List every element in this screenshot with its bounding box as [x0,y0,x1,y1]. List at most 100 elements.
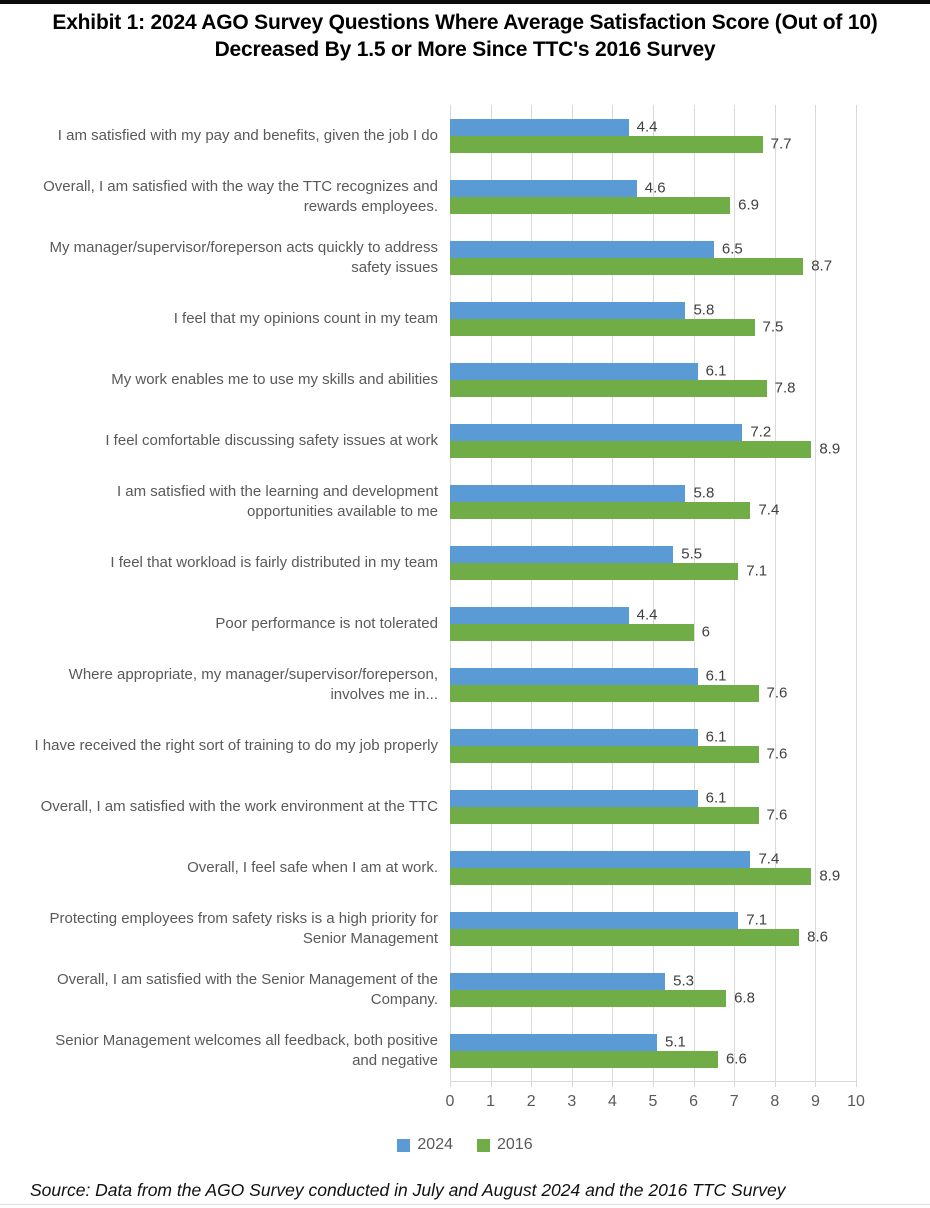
plot-cell: 6.1 7.6 [450,715,856,776]
category-label: I feel that workload is fairly distribut… [110,553,438,571]
bar-2016: 7.1 [450,562,767,580]
value-label-2024: 7.4 [758,850,780,868]
category-label: My manager/supervisor/foreperson acts qu… [49,238,438,276]
category-label: Protecting employees from safety risks i… [49,909,438,947]
x-tick-label: 4 [607,1093,617,1110]
value-label-2016: 7.6 [766,684,788,702]
x-tick-label: 2 [526,1093,536,1110]
value-label-2024: 5.8 [693,301,715,319]
bar-2024: 5.3 [450,972,694,990]
chart-row: I am satisfied with the learning and dev… [30,471,900,532]
chart-row: I feel that my opinions count in my team… [30,288,900,349]
value-label-2024: 6.1 [705,728,727,746]
gridline [571,105,573,1087]
bar-2016: 7.8 [450,379,796,397]
value-label-2016: 8.9 [819,867,841,885]
plot-cell: 5.8 7.5 [450,288,856,349]
value-label-2024: 4.4 [636,606,658,624]
bar-2024: 4.6 [450,179,666,197]
chart-row: My work enables me to use my skills and … [30,349,900,410]
plot-cell: 7.2 8.9 [450,410,856,471]
legend-swatch-2024-icon [397,1138,411,1152]
category-label: Senior Management welcomes all feedback,… [55,1031,438,1069]
bar-2024: 5.8 [450,301,714,319]
legend-item-2024: 2024 [397,1136,453,1154]
category-label: I have received the right sort of traini… [34,736,438,754]
x-tick-label: 5 [648,1093,658,1110]
chart-row: Protecting employees from safety risks i… [30,898,900,959]
value-label-2024: 5.1 [665,1033,686,1051]
chart-row: Overall, I am satisfied with the work en… [30,776,900,837]
bar-2024: 6.1 [450,667,727,685]
value-label-2016: 6.6 [725,1050,747,1068]
legend-label-2016: 2016 [497,1136,533,1153]
x-axis-line [450,1081,856,1082]
value-label-2016: 7.8 [774,379,796,397]
bar-2016: 6.6 [450,1050,747,1068]
bar-2016: 7.5 [450,318,783,336]
value-label-2016: 8.7 [811,257,833,275]
x-tick-label: 10 [847,1093,865,1110]
value-label-2024: 5.5 [681,545,703,563]
value-label-2024: 7.2 [750,423,772,441]
bar-2024: 7.4 [450,850,779,868]
category-label: I feel that my opinions count in my team [173,309,438,327]
value-label-2016: 7.6 [766,745,788,763]
category-label: I am satisfied with my pay and benefits,… [57,126,438,144]
value-label-2016: 7.4 [758,501,780,519]
legend-label-2024: 2024 [417,1136,453,1153]
x-tick-label: 0 [445,1093,455,1110]
category-label: Where appropriate, my manager/supervisor… [68,665,438,703]
value-label-2024: 6.1 [705,362,727,380]
bar-2024: 6.1 [450,362,727,380]
gridline [774,105,776,1087]
value-label-2016: 6.8 [734,989,755,1007]
category-label: My work enables me to use my skills and … [111,370,438,388]
category-label: Overall, I am satisfied with the Senior … [56,970,438,1008]
value-label-2016: 7.1 [746,562,768,580]
value-label-2016: 7.7 [770,135,792,153]
gridline [693,105,695,1087]
x-tick-label: 9 [810,1093,820,1110]
bottom-border-line [0,1204,930,1205]
bar-2016: 6 [450,623,710,641]
plot-cell: 4.6 6.9 [450,166,856,227]
x-axis-ticks: 0 1 2 3 4 5 6 7 8 9 10 [446,1093,865,1115]
x-tick-label: 6 [689,1093,699,1110]
x-tick-label: 8 [770,1093,780,1110]
gridline [734,105,736,1087]
bar-2016: 7.6 [450,745,787,763]
bar-2024: 6.5 [450,240,743,258]
legend-item-2016: 2016 [477,1136,533,1154]
plot-cell: 5.3 6.8 [450,959,856,1020]
bar-2016: 7.4 [450,501,779,519]
plot-cell: 4.4 7.7 [450,105,856,166]
value-label-2016: 6.9 [738,196,759,214]
chart-row: I am satisfied with my pay and benefits,… [30,105,900,166]
category-label: Overall, I am satisfied with the work en… [40,797,438,815]
gridline [815,105,817,1087]
legend-swatch-2016-icon [477,1138,490,1152]
value-label-2024: 6.1 [705,789,727,807]
bar-2024: 4.4 [450,606,657,624]
bar-2024: 7.1 [450,911,767,929]
chart-legend: 2024 2016 [30,1136,900,1154]
chart-row: Overall, I am satisfied with the way the… [30,166,900,227]
value-label-2024: 4.4 [636,118,658,136]
bar-2024: 4.4 [450,118,657,136]
bar-2016: 7.7 [450,135,791,153]
category-label: Poor performance is not tolerated [215,614,438,632]
top-border-strip [0,0,930,4]
value-label-2016: 7.5 [762,318,784,336]
chart-title: Exhibit 1: 2024 AGO Survey Questions Whe… [52,11,878,61]
gridline [612,105,614,1087]
chart-row: Poor performance is not tolerated 4.4 6 [30,593,900,654]
bar-2016: 6.9 [450,196,759,214]
plot-cell: 7.1 8.6 [450,898,856,959]
value-label-2024: 5.3 [673,972,695,990]
value-label-2024: 6.1 [705,667,727,685]
category-label: Overall, I am satisfied with the way the… [43,177,438,215]
value-label-2016: 8.6 [807,928,829,946]
value-label-2016: 8.9 [819,440,841,458]
